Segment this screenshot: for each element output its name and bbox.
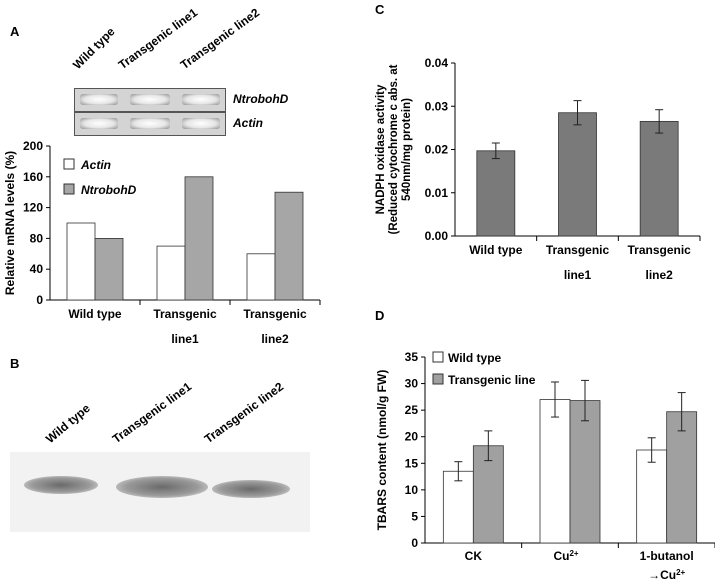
panel-label-b: B	[10, 356, 20, 371]
y-axis-label: TBARS content (nmol/g FW)	[375, 370, 389, 531]
chart-c-nadph-oxidase: 0.00 0.01 0.02 0.03 0.04 Wild type Transgenic l…	[375, 56, 701, 282]
y-axis-label: NADPH oxidase activity	[375, 84, 387, 214]
y-axis-label: Relative mRNA levels (%)	[3, 151, 17, 295]
gel-row-ntrobohd	[74, 88, 226, 112]
western-blot	[10, 452, 310, 532]
y-tick-label: 15	[405, 456, 419, 470]
y-tick-label: 0.02	[425, 143, 449, 157]
gel-row-label-actin: Actin	[233, 116, 263, 130]
x-tick-label: Transgenic	[546, 243, 610, 257]
y-tick-label: 35	[405, 350, 419, 364]
y-tick-label: 0.00	[425, 229, 449, 243]
legend-swatch	[432, 351, 444, 363]
x-tick-label: 1-butanol	[640, 549, 694, 563]
y-axis-label: 540nm/mg protein)	[401, 98, 413, 201]
bar	[636, 449, 668, 544]
y-tick-label: 0.01	[425, 186, 449, 200]
blot-lane-label-wild-type: Wild type	[43, 401, 93, 446]
y-tick-label: 0	[411, 536, 418, 550]
y-tick-label: 30	[405, 377, 419, 391]
bar	[66, 222, 96, 301]
y-tick-label: 0.04	[425, 56, 449, 70]
y-tick-label: 0.03	[425, 99, 449, 113]
legend-swatch	[63, 158, 75, 170]
gel-band	[130, 118, 170, 129]
x-tick-label: Transgenic	[627, 243, 691, 257]
x-tick-label: line2	[645, 268, 673, 282]
gel-row-label-ntrobohd: NtrobohD	[233, 92, 289, 106]
y-tick-label: 25	[405, 403, 419, 417]
bar	[184, 176, 214, 301]
bar	[476, 150, 516, 237]
x-tick-label: Wild type	[68, 307, 122, 321]
blot-band	[24, 476, 98, 494]
x-tick-label: Wild type	[469, 243, 523, 257]
panel-label-d: D	[375, 308, 385, 323]
bar	[666, 411, 698, 544]
blot-lane-label-transgenic-line2: Transgenic line2	[201, 379, 287, 446]
y-axis-label: (Reduced cytochrome c abs. at	[388, 64, 400, 234]
x-tick-label: →Cu2+	[648, 568, 685, 583]
blot-lane-label-transgenic-line1: Transgenic line1	[109, 379, 195, 446]
x-tick-label: line1	[564, 268, 592, 282]
bar	[94, 238, 124, 301]
x-tick-label: line2	[261, 332, 289, 346]
bar	[246, 253, 276, 301]
legend-swatch	[63, 183, 75, 195]
bar	[442, 470, 474, 544]
x-tick-label: Transgenic	[243, 307, 307, 321]
panel-label-a: A	[10, 24, 20, 39]
y-tick-label: 200	[23, 139, 43, 153]
y-tick-label: 20	[405, 430, 419, 444]
bar	[569, 400, 601, 544]
gel-band	[182, 118, 220, 129]
x-tick-label: Transgenic	[153, 307, 217, 321]
gel-row-actin	[74, 112, 226, 136]
y-tick-label: 10	[405, 483, 419, 497]
bar	[156, 245, 186, 301]
legend-label: NtrobohD	[81, 183, 137, 197]
x-tick-label: Cu2+	[553, 549, 578, 564]
chart-a-relative-mrna: 0 40 80 120 160 200 Wild type Transgenic line1 Tr…	[3, 139, 321, 346]
y-tick-label: 160	[23, 170, 43, 184]
legend-label: Transgenic line	[448, 373, 536, 387]
bar	[558, 112, 597, 237]
legend-label: Wild type	[448, 351, 502, 365]
y-tick-label: 5	[411, 509, 418, 523]
gel-band	[80, 118, 118, 129]
gel-band	[80, 94, 118, 105]
y-tick-label: 40	[30, 262, 44, 276]
bar	[639, 120, 679, 237]
legend-label: Actin	[80, 158, 111, 172]
y-tick-label: 0	[36, 293, 43, 307]
y-tick-label: 80	[30, 231, 44, 245]
gel-band	[182, 94, 220, 105]
chart-d-tbars: 0 5 10 15 20 25 30 35 CK Cu2+ 1-butanol →Cu2+ TBARS …	[375, 350, 715, 583]
blot-band	[116, 476, 208, 498]
bar	[539, 399, 571, 544]
bar	[472, 445, 504, 544]
bar	[274, 191, 304, 301]
panel-label-c: C	[375, 2, 385, 17]
x-tick-label: CK	[465, 549, 483, 563]
x-tick-label: line1	[171, 332, 199, 346]
y-tick-label: 120	[23, 201, 43, 215]
gel-lane-label-wild-type: Wild type	[70, 24, 118, 72]
legend-swatch	[432, 373, 444, 385]
gel-band	[130, 94, 170, 105]
blot-band	[212, 480, 290, 498]
